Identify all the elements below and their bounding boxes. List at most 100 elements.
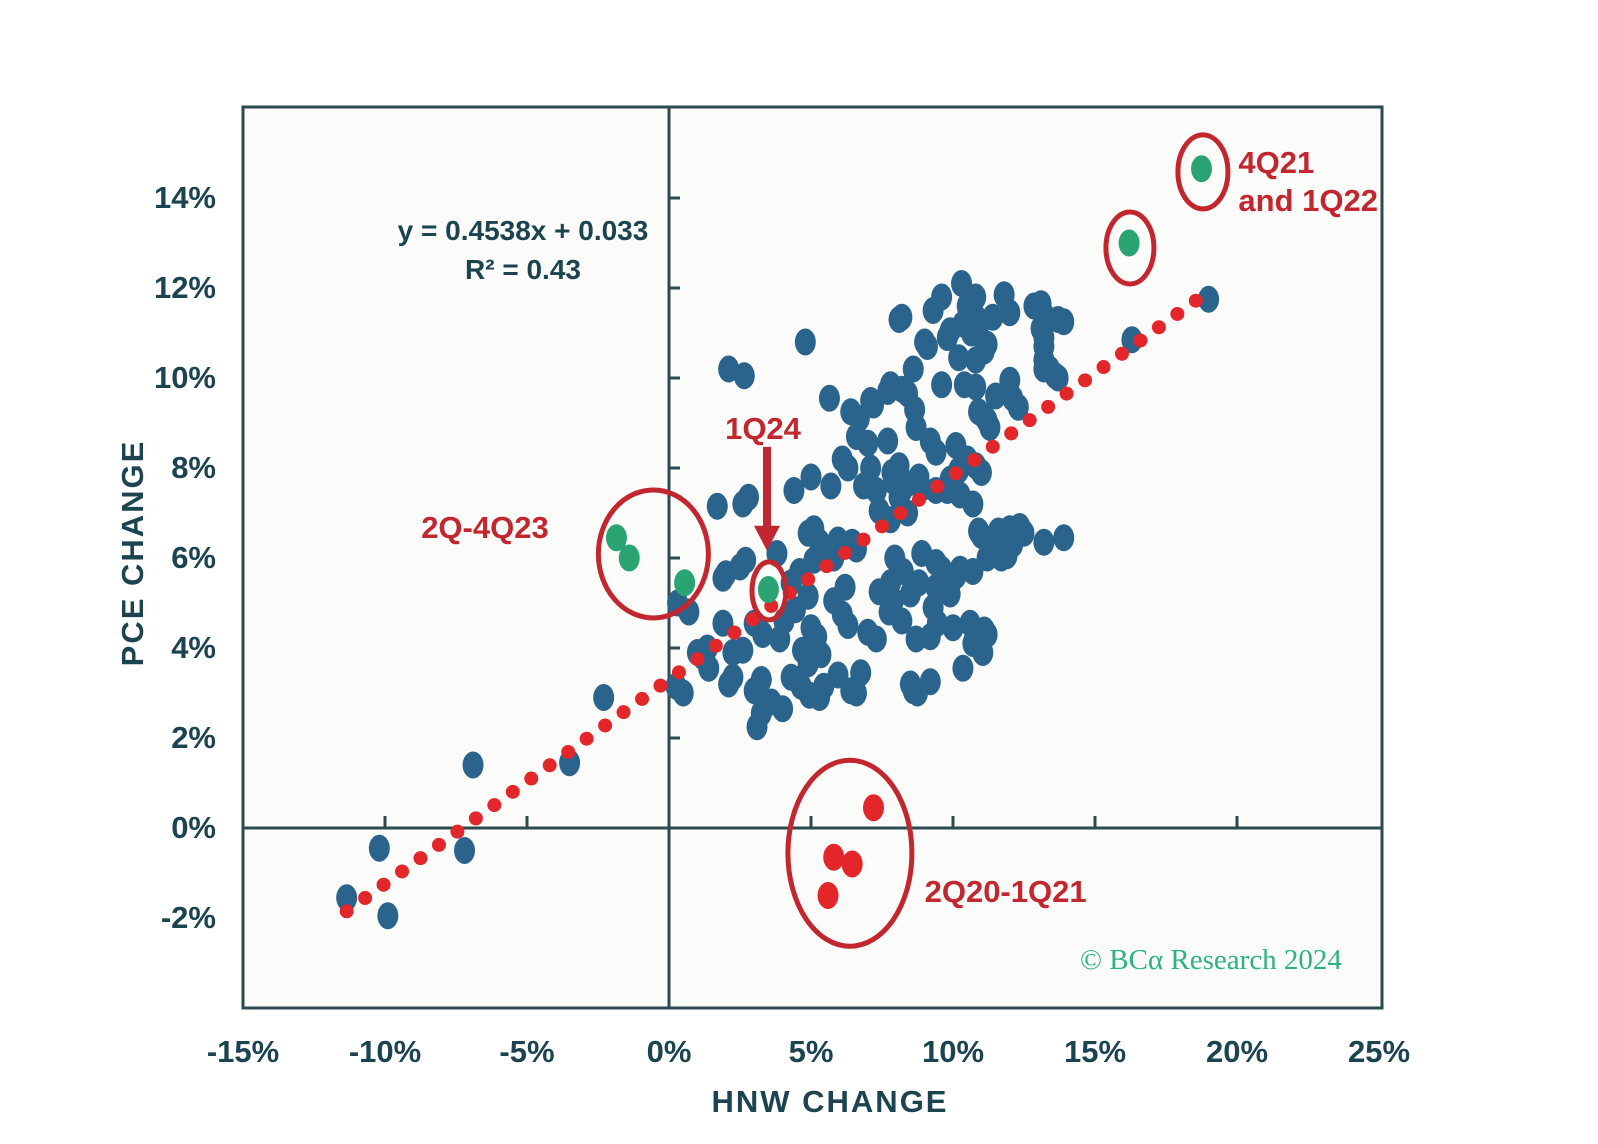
- covid-point: [841, 850, 863, 878]
- x-axis-title: HNW CHANGE: [711, 1084, 949, 1119]
- y-tick-label: 14%: [153, 180, 216, 215]
- scatter-point: [733, 362, 755, 390]
- trendline-dot: [358, 891, 373, 906]
- anno-2q20-1q21: 2Q20-1Q21: [925, 873, 1087, 911]
- scatter-point: [797, 582, 819, 610]
- scatter-point: [891, 607, 913, 635]
- scatter-point: [891, 303, 913, 331]
- highlight-point: [605, 524, 627, 552]
- trendline-dot: [616, 705, 631, 720]
- y-tick-label: 10%: [153, 360, 216, 395]
- trendline-dot: [653, 678, 668, 693]
- r-squared-line: R² = 0.43: [465, 254, 581, 285]
- annotation-arrow-head: [753, 525, 780, 551]
- scatter-point: [738, 483, 760, 511]
- annotation-line: 2Q-4Q23: [421, 509, 549, 545]
- scatter-point: [999, 299, 1021, 327]
- trendline-dot: [1022, 413, 1037, 428]
- trendline-dot: [542, 758, 557, 773]
- scatter-point: [809, 528, 831, 556]
- annotation-line: 4Q21: [1238, 144, 1315, 180]
- y-tick-label: 8%: [171, 450, 216, 485]
- scatter-point: [377, 902, 399, 930]
- trendline-dot: [1151, 320, 1166, 335]
- anno-4q21-1q22: 4Q21 and 1Q22: [1238, 144, 1378, 220]
- annotation-line: 1Q24: [725, 410, 801, 446]
- scatter-point: [948, 344, 970, 372]
- scatter-point: [722, 663, 744, 691]
- trendline-dot: [468, 811, 483, 826]
- scatter-point: [336, 884, 358, 912]
- scatter-point: [985, 382, 1007, 410]
- annotation-line: 2Q20-1Q21: [924, 873, 1087, 909]
- scatter-point: [882, 587, 904, 615]
- scatter-point: [845, 679, 867, 707]
- scatter-point: [462, 751, 484, 779]
- scatter-point: [820, 472, 842, 500]
- scatter-point: [965, 373, 987, 401]
- scatter-point: [732, 636, 754, 664]
- highlight-point: [674, 569, 696, 597]
- trendline-dot: [985, 439, 1000, 454]
- trendline-dot: [967, 452, 982, 467]
- scatter-point: [772, 695, 794, 723]
- y-tick-label: 12%: [153, 270, 216, 305]
- scatter-point: [1053, 524, 1075, 552]
- annotation-circle: [1103, 209, 1157, 287]
- covid-point: [823, 843, 845, 871]
- x-tick-label: 20%: [1205, 1034, 1269, 1069]
- scatter-point: [865, 625, 887, 653]
- trendline-dot: [1188, 293, 1203, 308]
- scatter-point: [818, 384, 840, 412]
- scatter-point: [850, 659, 872, 687]
- trendline-dot: [727, 625, 742, 640]
- trendline-dot: [801, 572, 816, 587]
- annotation-circle: [785, 757, 915, 949]
- scatter-point: [752, 621, 774, 648]
- scatter-point: [902, 355, 924, 383]
- trendline-dot: [505, 784, 520, 799]
- trendline-dot: [671, 665, 686, 680]
- scatter-point: [368, 834, 390, 862]
- scatter-point: [454, 837, 476, 864]
- highlight-point: [757, 576, 779, 603]
- trendline-dot: [598, 718, 613, 733]
- scatter-point: [735, 546, 757, 574]
- trendline-dot: [930, 479, 945, 494]
- trendline-dot: [1078, 373, 1093, 388]
- trendline-dot: [690, 652, 705, 667]
- scatter-point: [837, 612, 859, 639]
- trendline-dot: [1133, 333, 1148, 348]
- scatter-point: [1198, 285, 1220, 313]
- scatter-point: [965, 283, 987, 311]
- scatter-point: [877, 427, 899, 455]
- trendline-dot: [579, 731, 594, 746]
- x-tick-label: 15%: [1063, 1034, 1127, 1069]
- x-tick-label: -5%: [499, 1034, 555, 1069]
- trendline-dot: [635, 691, 650, 706]
- scatter-point: [783, 477, 805, 504]
- scatter-point: [952, 654, 974, 682]
- highlight-point: [1118, 229, 1140, 257]
- x-tick-label: -10%: [348, 1034, 422, 1069]
- scatter-point: [919, 668, 941, 696]
- trendline-dot: [413, 851, 428, 866]
- scatter-point: [1007, 393, 1029, 421]
- annotation-circle: [1175, 132, 1231, 212]
- scatter-point: [916, 333, 938, 360]
- scatter-point: [931, 283, 953, 311]
- scatter-point: [1047, 364, 1069, 392]
- scatter-point: [1053, 308, 1075, 336]
- scatter-point: [1013, 519, 1035, 547]
- trendline-dot: [911, 492, 926, 507]
- scatter-point: [837, 454, 859, 482]
- highlight-point: [618, 544, 640, 572]
- trendline-dot: [708, 638, 723, 653]
- y-tick-label: 4%: [171, 630, 216, 665]
- trendline-dot: [819, 559, 834, 574]
- trendline-dot: [893, 506, 908, 521]
- scatter-point: [976, 330, 998, 358]
- highlight-point: [1191, 155, 1212, 183]
